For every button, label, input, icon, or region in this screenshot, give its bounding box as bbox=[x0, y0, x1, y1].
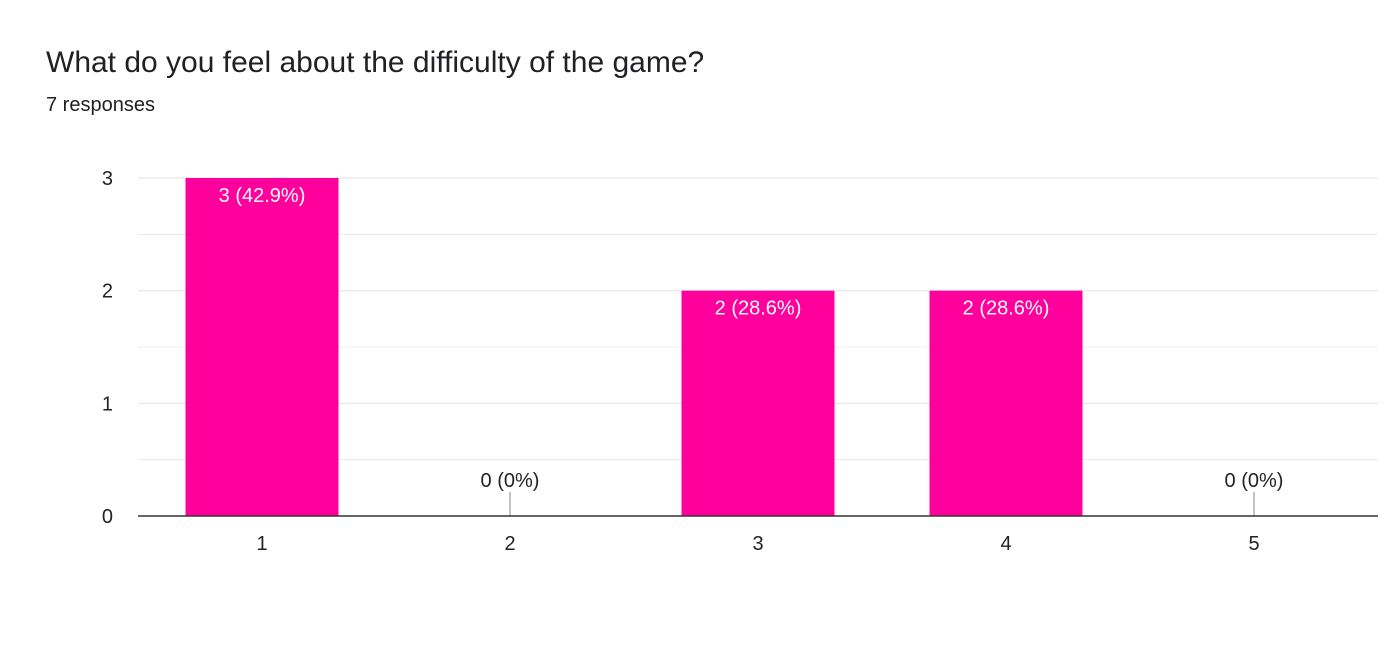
y-tick-label: 1 bbox=[102, 393, 113, 415]
data-label: 3 (42.9%) bbox=[219, 185, 306, 207]
y-tick-label: 2 bbox=[102, 281, 113, 303]
data-label: 2 (28.6%) bbox=[963, 298, 1050, 320]
response-count: 7 responses bbox=[46, 94, 155, 116]
y-tick-label: 0 bbox=[102, 506, 113, 528]
y-tick-label: 3 bbox=[102, 168, 113, 190]
x-tick-label: 2 bbox=[504, 533, 515, 555]
data-label: 0 (0%) bbox=[1225, 470, 1284, 492]
data-label: 0 (0%) bbox=[481, 470, 540, 492]
x-tick-label: 4 bbox=[1000, 533, 1011, 555]
x-tick-label: 5 bbox=[1248, 533, 1259, 555]
bar bbox=[681, 290, 835, 516]
bar bbox=[929, 290, 1083, 516]
data-label: 2 (28.6%) bbox=[715, 298, 802, 320]
question-title: What do you feel about the difficulty of… bbox=[46, 46, 705, 79]
x-tick-label: 3 bbox=[752, 533, 763, 555]
bar bbox=[185, 178, 339, 516]
x-tick-label: 1 bbox=[256, 533, 267, 555]
